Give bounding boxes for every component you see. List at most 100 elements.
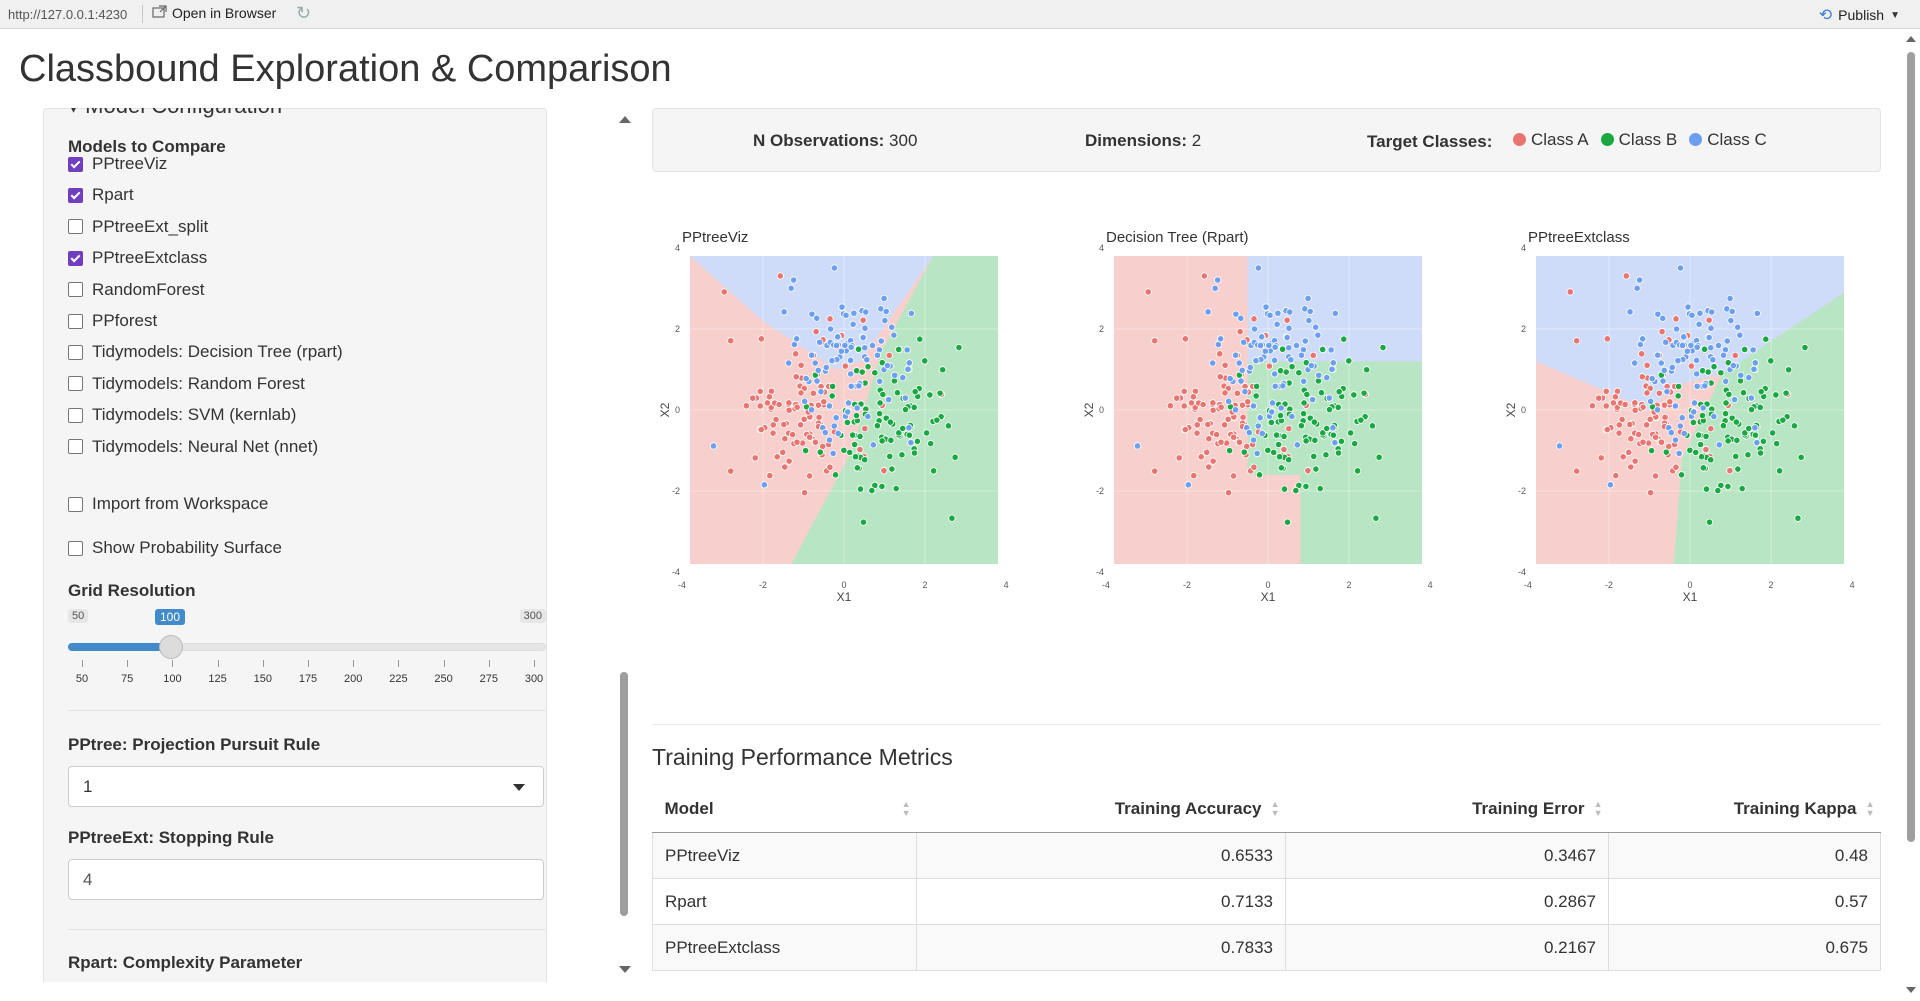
y-tick-label: -2 <box>1518 486 1526 496</box>
model-checkbox-randomforest[interactable]: RandomForest <box>68 280 204 300</box>
data-point <box>1261 347 1269 355</box>
data-point <box>1627 463 1635 471</box>
data-point <box>1708 308 1716 316</box>
data-point <box>1253 382 1261 390</box>
data-point <box>817 388 825 396</box>
legend-dot <box>1513 133 1526 146</box>
model-checkbox-rpart[interactable]: Rpart <box>68 185 134 205</box>
checkbox-box[interactable] <box>68 187 83 203</box>
show-probability-label: Show Probability Surface <box>92 538 282 557</box>
stopping-rule-input[interactable]: 4 <box>68 859 544 900</box>
column-header-error[interactable]: Training Error ▲ ▼ <box>1285 786 1609 833</box>
checkbox-box[interactable] <box>68 439 83 455</box>
data-point <box>951 453 959 461</box>
data-point <box>1736 331 1744 339</box>
import-workspace-checkbox[interactable]: Import from Workspace <box>68 494 268 514</box>
data-point <box>1723 337 1731 345</box>
checkbox-box[interactable] <box>68 496 83 512</box>
data-point <box>1309 396 1317 404</box>
data-point <box>1639 335 1647 343</box>
sidebar-scrollbar[interactable] <box>614 108 634 982</box>
data-point <box>876 377 884 385</box>
data-point <box>763 399 772 407</box>
page-scrollbar[interactable] <box>1903 30 1920 1001</box>
checkbox-box[interactable] <box>68 156 83 172</box>
scrollbar-thumb[interactable] <box>620 672 628 916</box>
pp-rule-select[interactable]: 1 <box>68 766 544 807</box>
scroll-up-icon[interactable] <box>1906 36 1916 42</box>
data-point <box>1654 351 1662 359</box>
data-point <box>1692 448 1700 457</box>
slider-handle[interactable] <box>159 635 183 659</box>
data-point <box>856 485 865 493</box>
sort-icon[interactable]: ▲ ▼ <box>1593 799 1603 818</box>
model-checkbox-pptreeext-split[interactable]: PPtreeExt_split <box>68 217 208 237</box>
model-checkbox-tidymodels-decision-tree-rpart[interactable]: Tidymodels: Decision Tree (rpart) <box>68 342 343 362</box>
model-checkbox-pptreeextclass[interactable]: PPtreeExtclass <box>68 248 207 268</box>
url-text[interactable]: http://127.0.0.1:4230 <box>8 7 128 22</box>
model-checkbox-pptreeviz[interactable]: PPtreeViz <box>68 154 167 174</box>
data-point <box>880 294 888 303</box>
data-point <box>814 366 822 374</box>
y-tick-label: -4 <box>1096 567 1104 577</box>
publish-button[interactable]: ⟲ Publish ▼ <box>1819 5 1900 25</box>
legend-dot <box>1600 133 1614 146</box>
scrollbar-thumb[interactable] <box>1907 52 1915 842</box>
data-point <box>1307 361 1315 370</box>
data-point <box>1725 390 1733 399</box>
data-point <box>847 382 855 390</box>
table-row: Rpart 0.7133 0.2867 0.57 <box>652 878 1881 925</box>
data-point <box>853 404 861 412</box>
grid-resolution-slider[interactable]: 50 100 300 50 75 100 125 150 175 200 225 250 275 3… <box>68 609 546 689</box>
checkbox-box[interactable] <box>68 219 83 235</box>
scroll-down-icon[interactable] <box>619 966 631 973</box>
data-point <box>1350 391 1358 399</box>
checkbox-box[interactable] <box>68 250 83 266</box>
data-point <box>1328 365 1336 373</box>
scroll-up-icon[interactable] <box>619 116 631 123</box>
data-point <box>1368 422 1377 430</box>
model-config-heading[interactable]: ▾ Model Configuration <box>68 108 282 119</box>
legend-label: Class B <box>1618 130 1678 149</box>
data-point <box>1749 346 1757 354</box>
data-point <box>1329 424 1337 432</box>
checkbox-box[interactable] <box>68 407 83 423</box>
model-checkbox-tidymodels-neural-net-nnet[interactable]: Tidymodels: Neural Net (nnet) <box>68 437 318 457</box>
model-checkbox-tidymodels-random-forest[interactable]: Tidymodels: Random Forest <box>68 374 305 394</box>
decision-boundary-plots: PPtreeViz -4 -4 -2 -2 0 0 2 2 4 4 X1 X2 Decision Tree… <box>652 220 1881 650</box>
data-point <box>1302 482 1310 491</box>
data-point <box>1741 429 1749 437</box>
sort-icon[interactable]: ▲ ▼ <box>1865 799 1875 818</box>
column-header-accuracy[interactable]: Training Accuracy ▲ ▼ <box>916 786 1286 833</box>
open-in-browser-button[interactable]: Open in Browser <box>152 5 276 21</box>
model-checkbox-ppforest[interactable]: PPforest <box>68 311 157 331</box>
slider-fill <box>68 643 172 651</box>
column-header-model[interactable]: Model ▲ ▼ <box>652 786 917 833</box>
checkbox-box[interactable] <box>68 313 83 329</box>
data-point <box>826 325 835 333</box>
chevron-down-icon[interactable]: ▼ <box>1890 9 1900 21</box>
data-point <box>1609 399 1618 407</box>
checkbox-box[interactable] <box>68 540 83 556</box>
data-point <box>1566 288 1574 296</box>
data-point <box>1245 428 1253 437</box>
checkbox-box[interactable] <box>68 344 83 360</box>
data-point <box>841 341 849 349</box>
sort-icon[interactable]: ▲ ▼ <box>1270 799 1280 818</box>
data-point <box>1209 406 1217 414</box>
refresh-icon[interactable]: ↻ <box>296 3 312 23</box>
data-point <box>844 399 853 407</box>
data-point <box>1733 436 1741 444</box>
show-probability-checkbox[interactable]: Show Probability Surface <box>68 538 282 558</box>
column-header-kappa[interactable]: Training Kappa ▲ ▼ <box>1608 786 1881 833</box>
target-classes-label: Target Classes: <box>1367 132 1492 152</box>
checkbox-box[interactable] <box>68 282 83 298</box>
model-checkbox-tidymodels-svm-kernlab[interactable]: Tidymodels: SVM (kernlab) <box>68 405 296 425</box>
sort-icon[interactable]: ▲ ▼ <box>901 799 911 818</box>
checkbox-box[interactable] <box>68 376 83 392</box>
data-point <box>1651 472 1660 480</box>
data-point <box>780 420 788 429</box>
data-point <box>1666 398 1674 406</box>
scroll-down-icon[interactable] <box>1906 987 1916 993</box>
data-point <box>757 335 765 343</box>
